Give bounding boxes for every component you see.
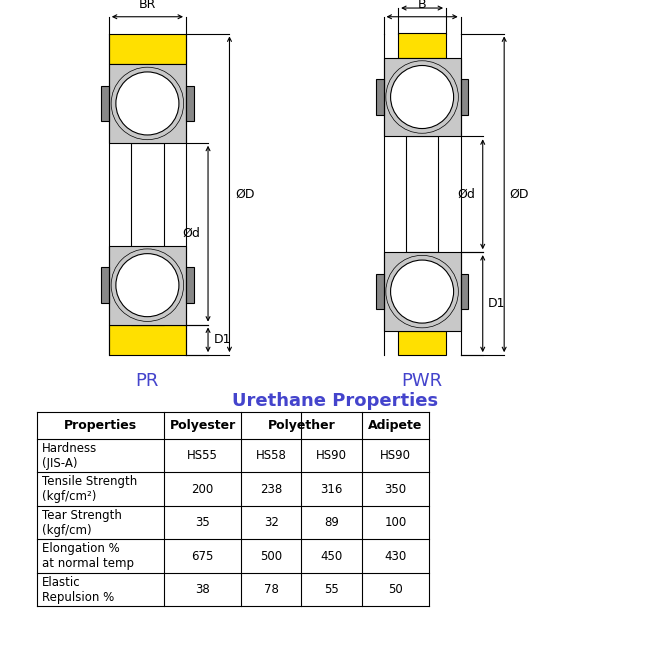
Text: HS55: HS55	[187, 449, 218, 462]
Text: Ød: Ød	[457, 188, 475, 201]
Circle shape	[116, 254, 179, 317]
Text: B: B	[418, 0, 426, 11]
Text: PWR: PWR	[401, 372, 443, 390]
Text: 78: 78	[264, 583, 279, 596]
Bar	[109, 324, 186, 355]
Text: 675: 675	[192, 549, 214, 563]
Text: Ød: Ød	[182, 227, 200, 241]
Circle shape	[391, 260, 454, 323]
Text: D1: D1	[488, 297, 506, 310]
Text: ØD: ØD	[509, 188, 529, 201]
Text: Polyester: Polyester	[170, 419, 236, 432]
Text: Elongation %
at normal temp: Elongation % at normal temp	[42, 542, 134, 570]
Bar	[131, 143, 163, 324]
Text: 238: 238	[260, 482, 283, 496]
Text: HS58: HS58	[256, 449, 287, 462]
Text: Adipete: Adipete	[368, 419, 423, 432]
Circle shape	[391, 66, 454, 129]
Text: 200: 200	[192, 482, 214, 496]
Text: Hardness
(JIS-A): Hardness (JIS-A)	[42, 442, 97, 470]
Bar	[109, 34, 186, 64]
Bar	[101, 86, 109, 121]
Text: Urethane Properties: Urethane Properties	[232, 392, 438, 410]
Bar	[461, 274, 468, 310]
Circle shape	[116, 72, 179, 135]
Text: 35: 35	[195, 516, 210, 529]
Bar	[109, 64, 186, 143]
Text: Properties: Properties	[64, 419, 137, 432]
Text: 55: 55	[324, 583, 339, 596]
Text: 50: 50	[388, 583, 403, 596]
Text: PR: PR	[136, 372, 159, 390]
Bar	[109, 246, 186, 324]
Bar	[101, 267, 109, 303]
Text: ØD: ØD	[235, 188, 255, 201]
Text: Tear Strength
(kgf/cm): Tear Strength (kgf/cm)	[42, 509, 122, 537]
Bar	[461, 79, 468, 115]
Bar	[376, 79, 384, 115]
Text: 89: 89	[324, 516, 339, 529]
Text: 100: 100	[384, 516, 407, 529]
Text: 32: 32	[264, 516, 279, 529]
Text: HS90: HS90	[380, 449, 411, 462]
Text: HS90: HS90	[316, 449, 347, 462]
Bar	[383, 58, 461, 137]
Text: D1: D1	[213, 333, 231, 346]
Bar	[398, 331, 446, 355]
Text: 500: 500	[260, 549, 283, 563]
Text: 450: 450	[320, 549, 343, 563]
Text: Polyether: Polyether	[267, 419, 336, 432]
Bar	[383, 252, 461, 331]
Bar	[376, 274, 384, 310]
Text: Elastic
Repulsion %: Elastic Repulsion %	[42, 576, 115, 604]
Bar	[406, 137, 438, 252]
Text: 38: 38	[195, 583, 210, 596]
Text: 316: 316	[320, 482, 343, 496]
Text: 430: 430	[384, 549, 407, 563]
Text: Tensile Strength
(kgf/cm²): Tensile Strength (kgf/cm²)	[42, 475, 137, 503]
Text: BR: BR	[139, 0, 156, 11]
Text: BR: BR	[414, 0, 430, 3]
Bar	[186, 86, 194, 121]
Text: 350: 350	[384, 482, 407, 496]
Bar	[186, 267, 194, 303]
Bar	[398, 34, 446, 58]
